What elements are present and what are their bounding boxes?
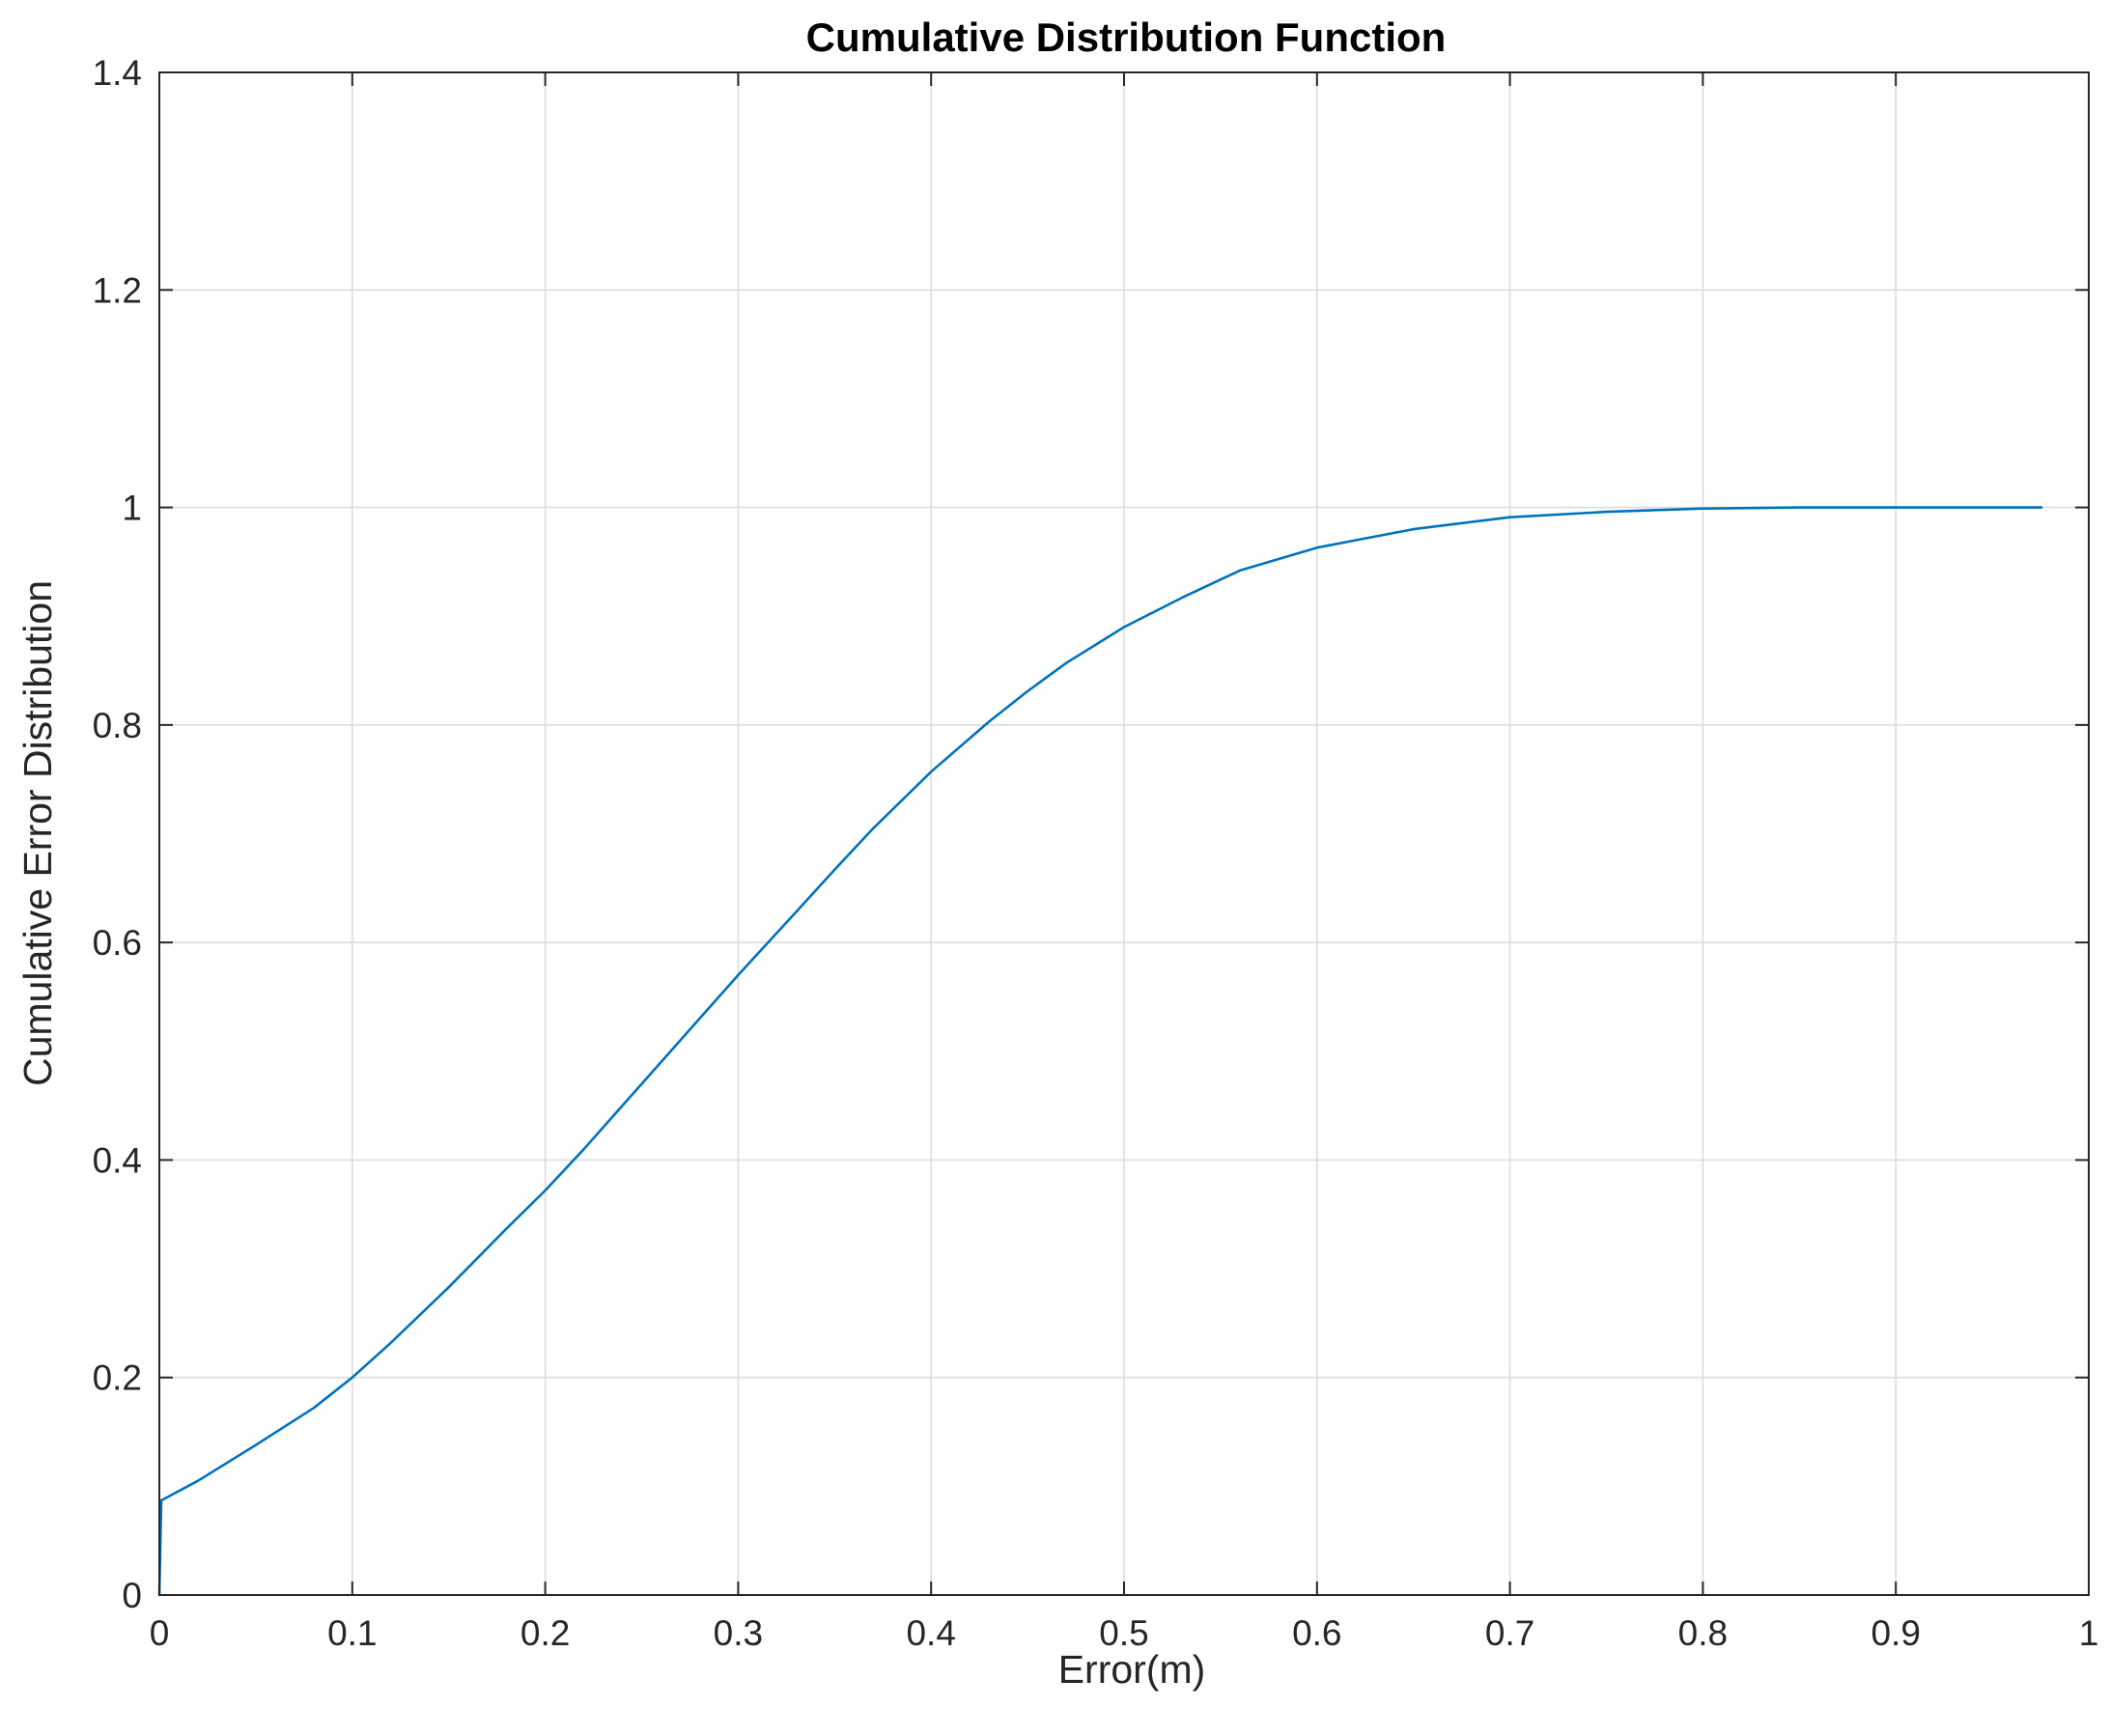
x-tick-labels: 0 0.1 0.2 0.3 0.4 0.5 0.6 0.7 0.8 0.9 1 <box>150 1613 2099 1653</box>
chart-title: Cumulative Distribution Function <box>806 14 1447 60</box>
x-tick-label: 1 <box>2079 1613 2099 1653</box>
series-layer <box>157 506 2042 1596</box>
x-tick-label: 0.6 <box>1292 1613 1341 1653</box>
x-tick-label: 0.7 <box>1485 1613 1534 1653</box>
y-tick-label: 0 <box>122 1576 142 1615</box>
tick-marks <box>158 71 2090 1596</box>
x-tick-label: 0.4 <box>906 1613 955 1653</box>
x-tick-label: 0.9 <box>1871 1613 1920 1653</box>
y-tick-label: 1.2 <box>93 270 142 310</box>
y-tick-labels: 0 0.2 0.4 0.6 0.8 1 1.2 1.4 <box>93 53 142 1615</box>
x-tick-label: 0 <box>150 1613 170 1653</box>
y-tick-label: 1 <box>122 489 142 528</box>
y-tick-label: 0.6 <box>93 923 142 963</box>
y-axis-label: Cumulative Error Distribution <box>15 580 60 1086</box>
x-tick-label: 0.3 <box>714 1613 763 1653</box>
x-tick-label: 0.1 <box>327 1613 377 1653</box>
x-tick-label: 0.8 <box>1678 1613 1728 1653</box>
cdf-line <box>157 506 2042 1596</box>
x-axis-label: Error(m) <box>1058 1647 1206 1692</box>
x-tick-label: 0.5 <box>1099 1613 1148 1653</box>
y-tick-label: 0.8 <box>93 706 142 745</box>
x-tick-label: 0.2 <box>520 1613 570 1653</box>
y-tick-label: 0.4 <box>93 1140 142 1180</box>
y-tick-label: 1.4 <box>93 53 142 93</box>
y-tick-label: 0.2 <box>93 1358 142 1398</box>
